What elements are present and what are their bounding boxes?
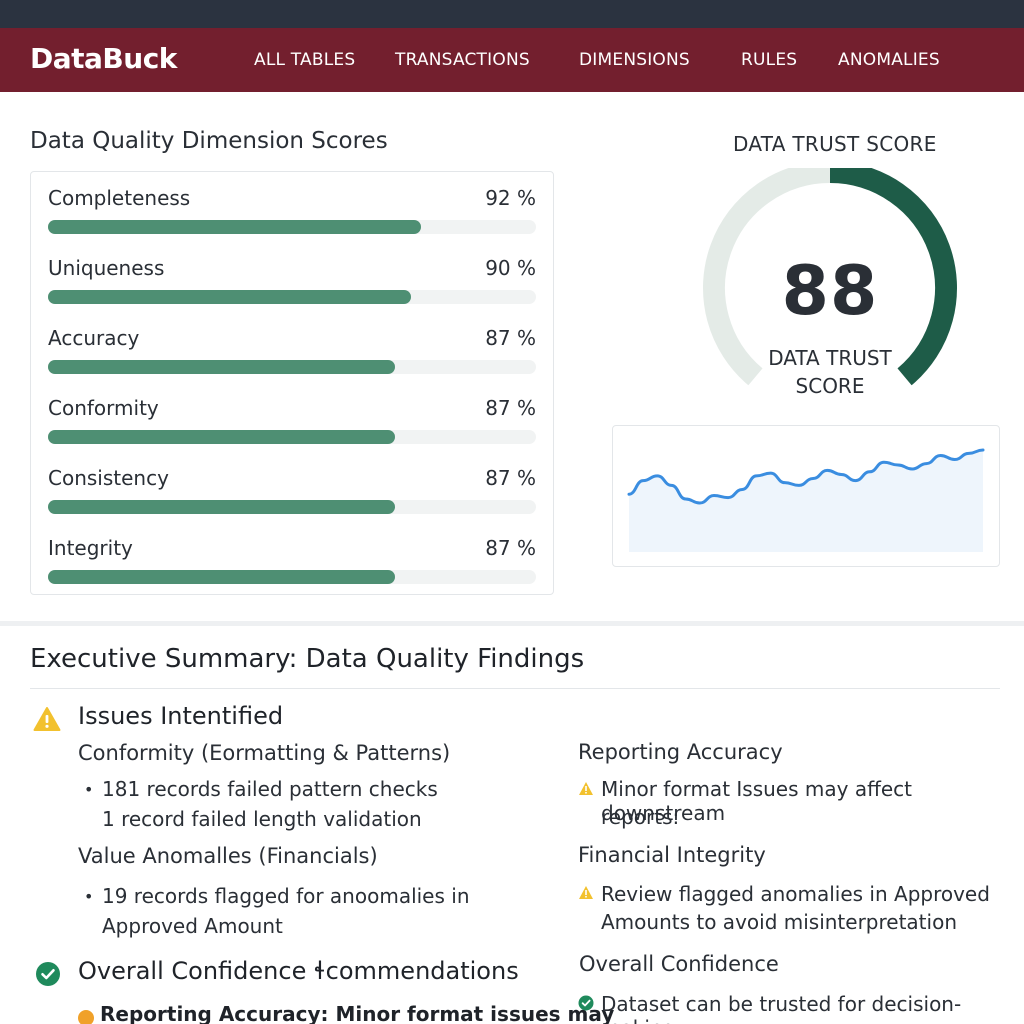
os-title-bar bbox=[0, 0, 1024, 28]
nav-all-tables[interactable]: ALL TABLES bbox=[254, 50, 356, 70]
trust-score-label: DATA TRUST SCORE bbox=[730, 344, 930, 400]
nav-rules[interactable]: RULES bbox=[741, 50, 798, 70]
warning-icon bbox=[579, 886, 593, 899]
dimension-scores-card: Completeness 92 % Uniqueness 90 % Accuracy 87… bbox=[30, 171, 554, 595]
nav-dimensions[interactable]: DIMENSIONS bbox=[579, 50, 690, 70]
score-row: Uniqueness 90 % bbox=[48, 256, 536, 316]
dimension-scores-title: Data Quality Dimension Scores bbox=[30, 128, 388, 154]
score-row: Completeness 92 % bbox=[48, 186, 536, 246]
reporting-accuracy-heading: Reporting Accuracy bbox=[578, 740, 783, 764]
score-bar-fill bbox=[48, 290, 411, 304]
financial-line-1: Review flagged anomalies in Approved bbox=[601, 882, 990, 906]
issues-heading: Issues Intentified bbox=[78, 702, 284, 730]
score-value: 87 % bbox=[485, 326, 536, 350]
score-bar-track bbox=[48, 570, 536, 584]
score-bar-fill bbox=[48, 500, 395, 514]
gauge-fill bbox=[829, 168, 957, 386]
score-label: Integrity bbox=[48, 536, 133, 560]
overall-line-1: Dataset can be trusted for decision-maki… bbox=[601, 992, 962, 1024]
score-value: 87 % bbox=[485, 396, 536, 420]
anomalies-line-2: Approved Amount bbox=[102, 914, 283, 938]
confidence-recommendation-line: Reporting Accuracy: Minor format issues … bbox=[100, 1002, 615, 1024]
trust-score-title: DATA TRUST SCORE bbox=[733, 132, 937, 156]
score-label: Completeness bbox=[48, 186, 191, 210]
confidence-heading: Overall Confidence ɬcommendations bbox=[78, 957, 519, 985]
score-bar-fill bbox=[48, 220, 421, 234]
bullet-dot: • bbox=[84, 780, 94, 799]
executive-summary-rule bbox=[30, 688, 1000, 689]
score-bar-track bbox=[48, 360, 536, 374]
conformity-line-2: 1 record failed length validation bbox=[102, 807, 422, 831]
trend-line bbox=[627, 448, 985, 505]
score-value: 87 % bbox=[485, 466, 536, 490]
top-navigation: DataBuck ALL TABLES TRANSACTIONS DIMENSI… bbox=[0, 28, 1024, 92]
gauge-track bbox=[703, 168, 831, 386]
score-label: Consistency bbox=[48, 466, 169, 490]
warning-icon bbox=[33, 707, 61, 731]
score-bar-fill bbox=[48, 430, 395, 444]
orange-status-dot bbox=[78, 1010, 94, 1024]
score-bar-fill bbox=[48, 360, 395, 374]
trend-sparkline-card bbox=[612, 425, 1000, 567]
score-row: Consistency 87 % bbox=[48, 466, 536, 526]
financial-integrity-heading: Financial Integrity bbox=[578, 843, 766, 867]
conformity-heading: Conformity (Eormatting & Patterns) bbox=[78, 741, 451, 765]
score-bar-track bbox=[48, 290, 536, 304]
bullet-dot: • bbox=[84, 887, 94, 906]
score-label: Conformity bbox=[48, 396, 159, 420]
executive-summary-title: Executive Summary: Data Quality Findings bbox=[30, 644, 585, 674]
trust-score-value: 88 bbox=[781, 252, 879, 331]
score-value: 90 % bbox=[485, 256, 536, 280]
brand-logo[interactable]: DataBuck bbox=[30, 42, 177, 75]
check-circle-icon bbox=[578, 995, 594, 1011]
reporting-line-1: Minor format Issues may affect downstrea… bbox=[601, 777, 912, 825]
warning-icon bbox=[579, 782, 593, 795]
nav-transactions[interactable]: TRANSACTIONS bbox=[395, 50, 530, 70]
score-row: Conformity 87 % bbox=[48, 396, 536, 456]
nav-anomalies[interactable]: ANOMALIES bbox=[838, 50, 940, 70]
section-divider bbox=[0, 621, 1024, 626]
score-row: Integrity 87 % bbox=[48, 536, 536, 596]
score-row: Accuracy 87 % bbox=[48, 326, 536, 386]
score-bar-fill bbox=[48, 570, 395, 584]
check-circle-icon bbox=[36, 962, 60, 986]
anomalies-line-1: 19 records flagged for anoomalies in bbox=[102, 884, 470, 908]
anomalies-heading: Value Anomalles (Financials) bbox=[78, 844, 378, 868]
trust-score-label-line1: DATA TRUST bbox=[768, 346, 892, 370]
score-bar-track bbox=[48, 430, 536, 444]
trend-area bbox=[629, 450, 983, 552]
reporting-line-2: reports: bbox=[601, 805, 680, 829]
score-label: Uniqueness bbox=[48, 256, 165, 280]
overall-confidence-heading: Overall Confidence bbox=[579, 952, 779, 976]
score-value: 92 % bbox=[485, 186, 536, 210]
score-bar-track bbox=[48, 500, 536, 514]
trust-score-gauge bbox=[703, 168, 957, 386]
financial-line-2: Amounts to avoid misinterpretation bbox=[601, 910, 957, 934]
score-label: Accuracy bbox=[48, 326, 140, 350]
score-bar-track bbox=[48, 220, 536, 234]
trust-score-label-line2: SCORE bbox=[795, 374, 865, 398]
score-value: 87 % bbox=[485, 536, 536, 560]
conformity-line-1: 181 records failed pattern checks bbox=[102, 777, 438, 801]
trend-sparkline bbox=[627, 448, 985, 552]
